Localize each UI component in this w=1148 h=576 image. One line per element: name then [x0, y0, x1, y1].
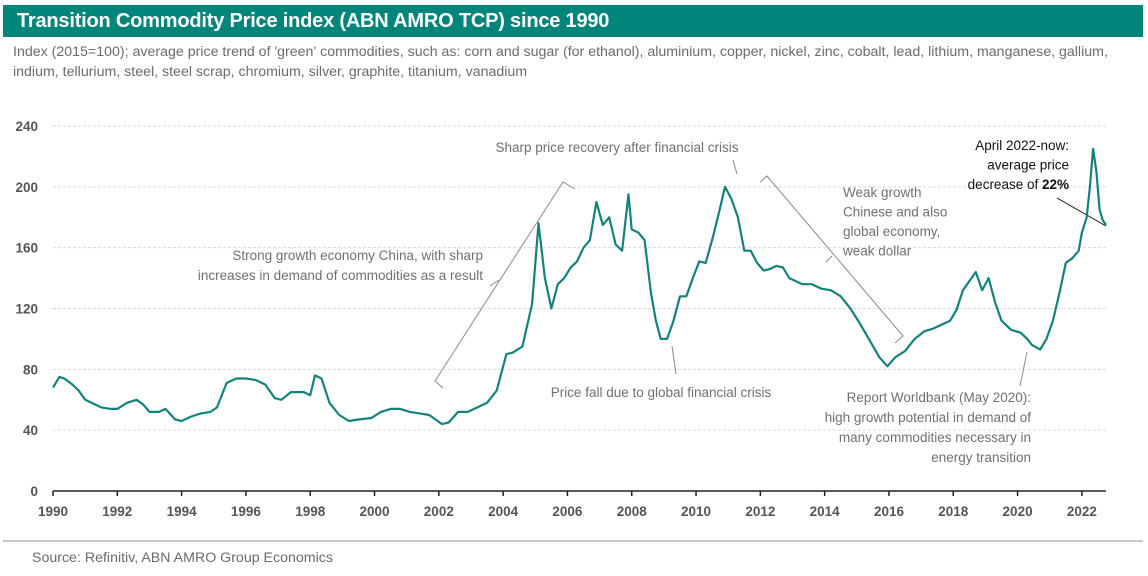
x-tick-label: 1996 — [231, 504, 262, 519]
x-tick-label: 2018 — [938, 504, 969, 519]
annotation-emphasis: 22% — [1042, 177, 1069, 192]
x-tick-label: 2012 — [745, 504, 775, 519]
annotation-worldbank: high growth potential in demand of — [825, 410, 1032, 425]
leader-recovery — [732, 159, 738, 175]
chart-title: Transition Commodity Price index (ABN AM… — [17, 10, 610, 32]
x-tick-label: 2020 — [1003, 504, 1033, 519]
y-axis: 0 40 80 120 160 200 240 — [15, 119, 38, 499]
source-note: Source: Refinitiv, ABN AMRO Group Econom… — [32, 550, 333, 566]
annotation-china-growth: Strong growth economy China, with sharp — [232, 248, 483, 263]
annotation-text: decrease of — [968, 177, 1042, 192]
x-tick-label: 1994 — [167, 504, 198, 519]
annotation-worldbank: energy transition — [931, 450, 1031, 465]
annotation-weak-growth: weak dollar — [842, 244, 912, 259]
y-tick-label: 120 — [15, 302, 38, 317]
y-tick-label: 200 — [15, 180, 38, 195]
x-tick-label: 2000 — [360, 504, 390, 519]
annotations: Strong growth economy China, with sharp i… — [198, 138, 1069, 465]
x-tick-label: 1990 — [38, 504, 68, 519]
x-tick-label: 2010 — [681, 504, 711, 519]
annotation-worldbank: many commodities necessary in — [839, 430, 1031, 445]
x-axis: 1990 1992 1994 1996 1998 2000 2002 2004 2006 2008… — [38, 490, 1106, 519]
y-tick-label: 240 — [15, 119, 38, 134]
gridlines — [53, 125, 1108, 431]
title-bar: Transition Commodity Price index (ABN AM… — [3, 5, 1143, 37]
y-tick-label: 160 — [15, 241, 38, 256]
annotation-april-2022: average price — [987, 158, 1069, 173]
x-tick-label: 2006 — [552, 504, 583, 519]
annotation-china-growth: increases in demand of commodities as a … — [198, 268, 483, 283]
bracket-tick — [825, 255, 833, 263]
bracket-china-growth — [434, 181, 576, 389]
y-tick-label: 40 — [23, 423, 38, 438]
x-tick-label: 2014 — [810, 504, 841, 519]
x-tick-label: 2008 — [617, 504, 648, 519]
annotation-weak-growth: Weak growth — [843, 185, 922, 200]
footer-divider — [3, 540, 1143, 542]
leader-crisis — [671, 345, 677, 375]
y-tick-label: 80 — [23, 362, 38, 377]
x-tick-label: 1998 — [295, 504, 326, 519]
bracket-weak-growth — [759, 175, 904, 344]
annotation-weak-growth: global economy, — [843, 224, 940, 239]
x-tick-label: 1992 — [102, 504, 132, 519]
annotation-recovery: Sharp price recovery after financial cri… — [495, 140, 738, 155]
annotation-weak-growth: Chinese and also — [843, 205, 947, 220]
leader-april-2022 — [1056, 197, 1107, 227]
annotation-crisis: Price fall due to global financial crisi… — [551, 385, 772, 400]
bracket-tick — [489, 279, 500, 287]
chart-subtitle: Index (2015=100); average price trend of… — [13, 44, 1108, 80]
series-line-tcp — [52, 147, 1107, 426]
annotation-april-2022: April 2022-now: — [975, 138, 1069, 153]
leader-worldbank — [1019, 351, 1028, 387]
x-tick-label: 2004 — [488, 504, 519, 519]
x-tick-label: 2016 — [874, 504, 905, 519]
annotation-brackets — [434, 159, 1107, 389]
y-tick-label: 0 — [30, 484, 38, 499]
x-tick-label: 2002 — [424, 504, 454, 519]
annotation-worldbank: Report Worldbank (May 2020): — [847, 390, 1031, 405]
annotation-april-2022: decrease of 22% — [968, 177, 1069, 192]
x-tick-label: 2022 — [1067, 504, 1097, 519]
